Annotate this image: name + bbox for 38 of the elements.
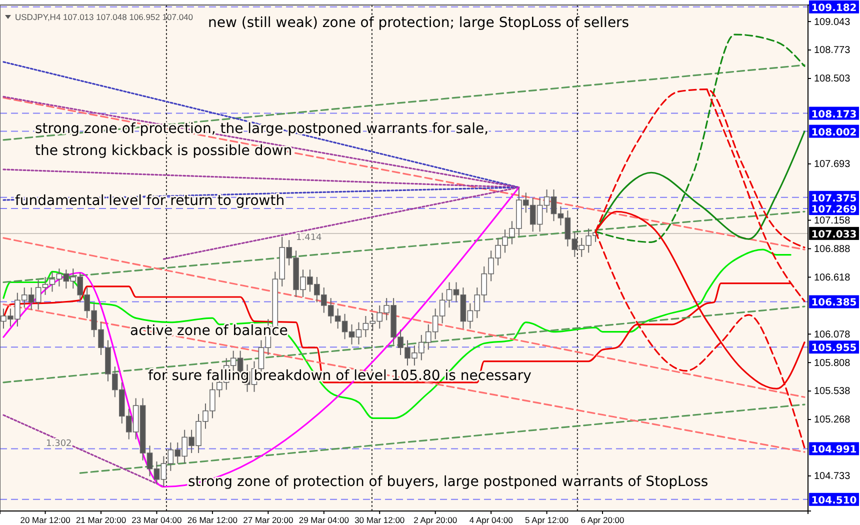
x-tick-label: 20 Mar 12:00 (20, 515, 71, 525)
annotation: 1.302 (46, 439, 72, 449)
x-tick-label: 26 Mar 12:00 (187, 515, 238, 525)
x-tick-label: 6 Apr 20:00 (580, 515, 625, 525)
y-tick-label: 106.888 (814, 244, 851, 255)
x-tick-label: 23 Mar 04:00 (132, 515, 182, 525)
ref-line-label: 105.955 (811, 343, 857, 354)
y-tick-label: 109.043 (814, 16, 851, 28)
ref-line-label: 108.173 (811, 109, 857, 120)
x-tick-label: 27 Mar 20:00 (243, 515, 294, 525)
y-tick-label: 107.158 (814, 215, 851, 226)
y-tick-label: 108.773 (814, 45, 851, 56)
y-tick-label: 106.618 (814, 272, 851, 284)
x-tick-label: 4 Apr 04:00 (469, 515, 514, 525)
ref-line-label: 106.385 (811, 298, 857, 309)
x-tick-label: 5 Apr 12:00 (525, 515, 569, 525)
y-tick-label: 105.268 (814, 414, 851, 426)
text: USDJPY,H4 107.013 107.048 106.952 107.040 (15, 12, 194, 22)
x-tick-label: 30 Mar 12:00 (354, 515, 405, 525)
y-tick-label: 107.693 (814, 159, 851, 170)
ref-line-label: 107.375 (811, 193, 857, 204)
ref-line-label: 109.182 (811, 2, 857, 14)
y-tick-label: 105.808 (814, 358, 851, 369)
ref-line-label: 104.510 (811, 495, 857, 506)
annotation: the strong kickback is possible down (35, 143, 292, 159)
ref-line-label: 107.269 (811, 204, 857, 216)
annotation: new (still weak) zone of protection; large StopLoss of sellers (208, 15, 630, 31)
y-tick-label: 106.078 (814, 329, 851, 340)
y-tick-label: 108.503 (814, 74, 851, 85)
ref-line-label: 108.002 (811, 127, 857, 138)
x-tick-label: 2 Apr 20:00 (414, 515, 458, 525)
y-tick-label: 104.733 (814, 471, 851, 482)
x-tick-label: 29 Mar 04:00 (298, 515, 350, 525)
annotation: 1.414 (296, 233, 322, 243)
ref-line-label: 107.033 (811, 229, 857, 240)
y-tick-label: 105.538 (814, 386, 851, 398)
x-tick-label: 21 Mar 20:00 (76, 515, 126, 525)
ref-line-label: 104.991 (811, 444, 857, 456)
